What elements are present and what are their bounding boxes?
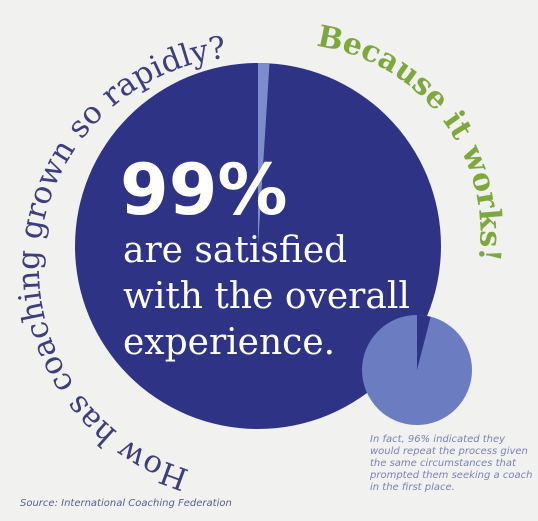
- source-credit: Source: International Coaching Federatio…: [20, 498, 232, 509]
- main-pie-slice-dissatisfied: [258, 63, 270, 246]
- main-stat-value: 99%: [120, 149, 288, 231]
- main-stat-line-1: are satisfied: [123, 230, 347, 271]
- main-stat-line-2: with the overall: [123, 276, 410, 317]
- secondary-stat-footnote: In fact, 96% indicated they would repeat…: [370, 434, 533, 493]
- small-pie-slice-no-repeat: [417, 315, 431, 370]
- main-stat-line-3: experience.: [123, 322, 335, 363]
